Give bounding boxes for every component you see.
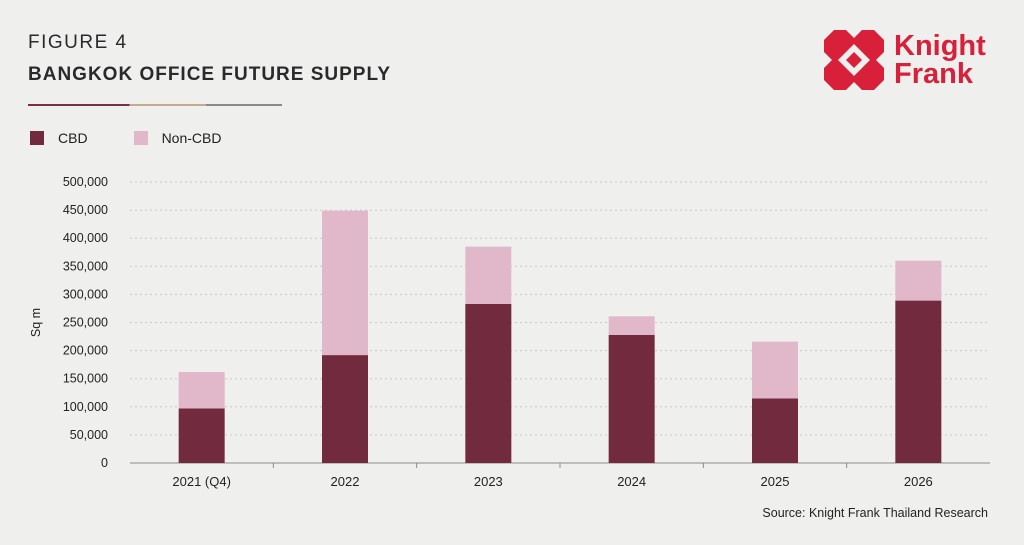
y-tick-label: 0 [101, 456, 108, 470]
y-tick-label: 100,000 [63, 400, 108, 414]
x-tick-label: 2026 [904, 474, 933, 489]
y-tick-label: 450,000 [63, 203, 108, 217]
bar-cbd [895, 300, 942, 463]
x-tick-label: 2021 (Q4) [172, 474, 231, 489]
logo-text-line1: Knight [894, 30, 986, 62]
bar-cbd [178, 408, 225, 463]
y-tick-label: 150,000 [63, 372, 108, 386]
bar-cbd [752, 398, 798, 463]
x-tick-label: 2025 [761, 474, 790, 489]
y-tick-label: 300,000 [63, 287, 108, 301]
bar-cbd [608, 334, 655, 463]
y-tick-label: 200,000 [63, 344, 108, 358]
source-note: Source: Knight Frank Thailand Research [762, 506, 988, 520]
legend-item-non-cbd: Non-CBD [133, 130, 222, 146]
bar-non-cbd [752, 341, 798, 399]
legend-label-cbd: CBD [58, 130, 88, 146]
y-tick-label: 50,000 [70, 428, 108, 442]
y-tick-label: 500,000 [63, 175, 108, 189]
x-tick-label: 2023 [474, 474, 503, 489]
chart-title: BANGKOK OFFICE FUTURE SUPPLY [28, 64, 391, 85]
bar-non-cbd [465, 246, 512, 304]
y-tick-label: 350,000 [63, 259, 108, 273]
x-tick-label: 2024 [617, 474, 646, 489]
y-tick-label: 400,000 [63, 231, 108, 245]
y-axis-label: Sq m [29, 308, 43, 337]
bar-non-cbd [322, 210, 368, 356]
x-tick-label: 2022 [331, 474, 360, 489]
title-underline [28, 104, 282, 106]
y-tick-label: 250,000 [63, 316, 108, 330]
logo-text-line2: Frank [894, 58, 973, 90]
legend-swatch-non-cbd [133, 131, 148, 145]
legend-item-cbd: CBD [30, 130, 88, 146]
legend: CBD Non-CBD [30, 130, 267, 146]
bar-cbd [465, 303, 512, 463]
legend-swatch-cbd [30, 131, 44, 145]
knight-frank-logo-icon [824, 30, 884, 90]
bar-non-cbd [178, 371, 225, 409]
knight-frank-logo: Knight Frank [824, 28, 1004, 92]
bar-cbd [322, 355, 368, 463]
legend-label-non-cbd: Non-CBD [161, 130, 222, 146]
bar-non-cbd [608, 316, 655, 335]
bar-non-cbd [895, 260, 942, 301]
figure-label: FIGURE 4 [28, 32, 128, 53]
